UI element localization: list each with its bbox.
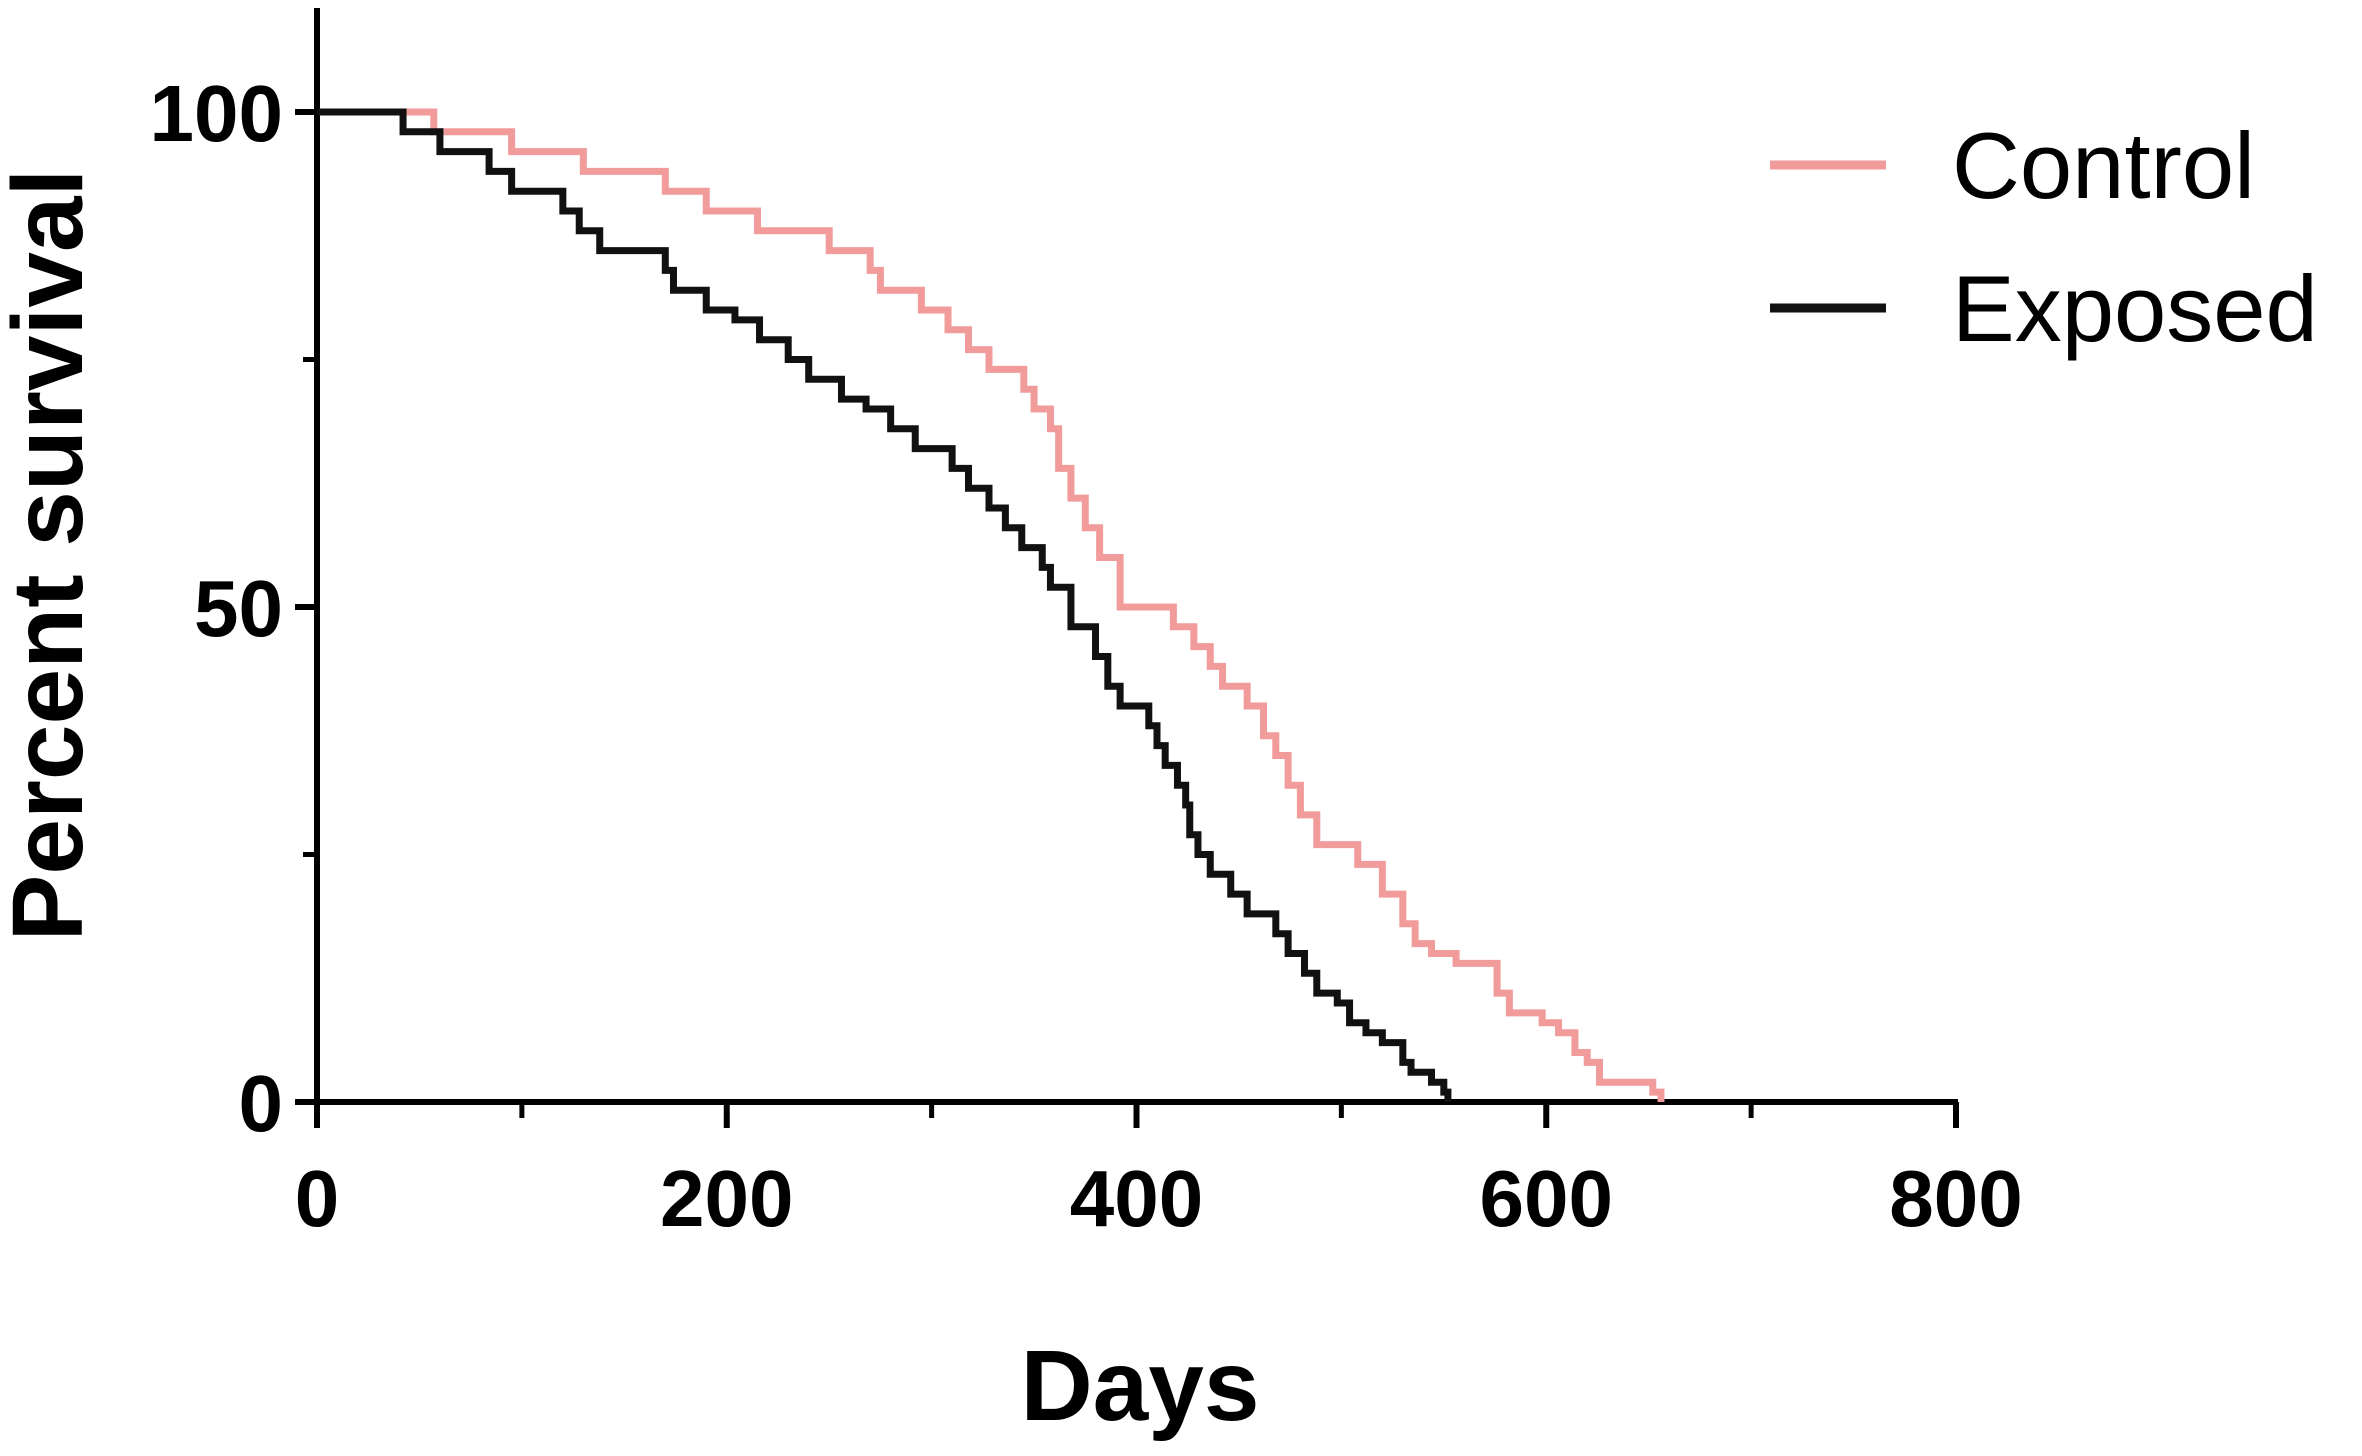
plot-area: 0 50 100 0 200 400 600 800 xyxy=(150,8,2023,1243)
y-tick-label: 100 xyxy=(150,69,283,158)
x-tick-label: 200 xyxy=(660,1154,793,1243)
y-ticks: 0 50 100 xyxy=(150,69,317,1148)
legend-label-control: Control xyxy=(1952,113,2255,218)
x-axis-title: Days xyxy=(1020,1330,1259,1442)
y-tick-label: 50 xyxy=(194,564,283,653)
y-tick-label: 0 xyxy=(239,1059,284,1148)
series-lines xyxy=(317,108,1665,1102)
x-tick-label: 400 xyxy=(1070,1154,1203,1243)
x-tick-label: 0 xyxy=(295,1154,340,1243)
series-line-exposed xyxy=(317,108,1452,1102)
y-axis-title: Percent survival xyxy=(0,169,104,942)
series-line-control xyxy=(317,108,1665,1102)
legend: Control Exposed xyxy=(1770,113,2318,361)
x-ticks: 0 200 400 600 800 xyxy=(295,1102,2023,1243)
legend-label-exposed: Exposed xyxy=(1952,256,2318,361)
x-tick-label: 600 xyxy=(1480,1154,1613,1243)
x-tick-label: 800 xyxy=(1889,1154,2022,1243)
